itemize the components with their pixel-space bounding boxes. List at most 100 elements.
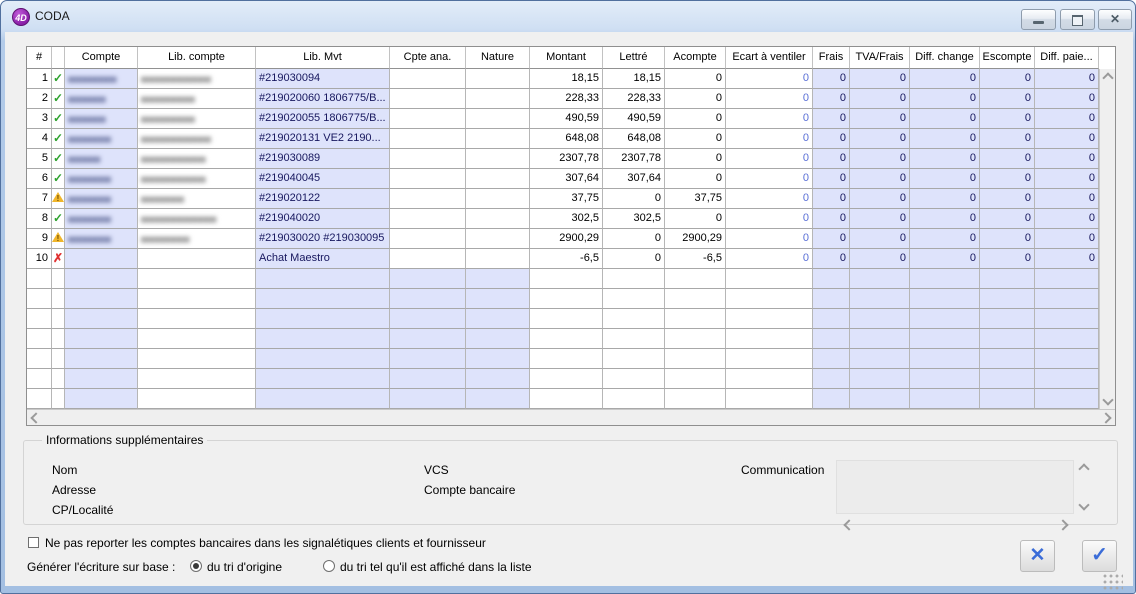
cell-empty[interactable] (910, 349, 980, 369)
cell-tva_frais[interactable]: 0 (850, 109, 910, 129)
cell-lib_compte[interactable]: ▆▆▆▆▆▆▆▆▆▆▆▆▆▆ (138, 209, 256, 229)
cell-empty[interactable] (27, 349, 52, 369)
cell-empty[interactable] (980, 329, 1035, 349)
cell-empty[interactable] (850, 289, 910, 309)
cell-empty[interactable] (27, 389, 52, 409)
cell-empty[interactable] (1035, 349, 1099, 369)
cell-tva_frais[interactable]: 0 (850, 189, 910, 209)
cell-empty[interactable] (665, 309, 726, 329)
cell-ecart[interactable]: 0 (726, 109, 813, 129)
cell-empty[interactable] (530, 309, 603, 329)
cell-empty[interactable] (530, 389, 603, 409)
cell-ecart[interactable]: 0 (726, 89, 813, 109)
cell-cpte_ana[interactable] (390, 249, 466, 269)
cell-empty[interactable] (1035, 269, 1099, 289)
cell-empty[interactable] (65, 389, 138, 409)
cell-status[interactable]: ✓ (52, 209, 65, 229)
cell-empty[interactable] (530, 369, 603, 389)
table-row[interactable]: 4 ✓ ▆▆▆▆▆▆▆▆ ▆▆▆▆▆▆▆▆▆▆▆▆▆ #219020131 VE2 21… (27, 129, 1115, 149)
cell-empty[interactable] (390, 389, 466, 409)
cell-compte[interactable]: ▆▆▆▆▆▆▆▆▆ (65, 69, 138, 89)
cell-empty[interactable] (466, 329, 530, 349)
cell-empty[interactable] (910, 289, 980, 309)
cell-empty[interactable] (27, 329, 52, 349)
column-header-ecart[interactable]: Ecart à ventiler (726, 47, 813, 69)
column-header-compte[interactable]: Compte (65, 47, 138, 69)
cell-empty[interactable] (390, 289, 466, 309)
cell-lib_compte[interactable]: ▆▆▆▆▆▆▆▆▆▆ (138, 109, 256, 129)
cell-empty[interactable] (138, 329, 256, 349)
cell-empty[interactable] (726, 309, 813, 329)
scroll-down-icon[interactable] (1102, 394, 1114, 406)
cell-lib_mvt[interactable]: #219020055 1806775/B... (256, 109, 390, 129)
table-horizontal-scrollbar[interactable] (27, 409, 1115, 425)
column-header-nature[interactable]: Nature (466, 47, 530, 69)
cell-diff_paie[interactable]: 0 (1035, 149, 1099, 169)
cell-empty[interactable] (256, 309, 390, 329)
communication-scroll-up[interactable] (1076, 461, 1090, 475)
close-button[interactable]: ✕ (1098, 9, 1132, 30)
cell-diff_change[interactable]: 0 (910, 169, 980, 189)
cell-acompte[interactable]: 0 (665, 69, 726, 89)
cell-num[interactable]: 7 (27, 189, 52, 209)
cell-lettre[interactable]: 307,64 (603, 169, 665, 189)
cell-lettre[interactable]: 18,15 (603, 69, 665, 89)
column-header-frais[interactable]: Frais (813, 47, 850, 69)
cell-cpte_ana[interactable] (390, 129, 466, 149)
cell-empty[interactable] (603, 369, 665, 389)
table-empty-row[interactable] (27, 329, 1115, 349)
cell-empty[interactable] (27, 369, 52, 389)
cell-empty[interactable] (980, 369, 1035, 389)
cell-diff_paie[interactable]: 0 (1035, 129, 1099, 149)
cell-empty[interactable] (466, 389, 530, 409)
cell-escompte[interactable]: 0 (980, 149, 1035, 169)
cell-montant[interactable]: 307,64 (530, 169, 603, 189)
cell-empty[interactable] (980, 289, 1035, 309)
cell-tva_frais[interactable]: 0 (850, 229, 910, 249)
cell-nature[interactable] (466, 249, 530, 269)
cell-num[interactable]: 10 (27, 249, 52, 269)
cell-empty[interactable] (530, 349, 603, 369)
cell-ecart[interactable]: 0 (726, 209, 813, 229)
cell-empty[interactable] (390, 369, 466, 389)
cell-empty[interactable] (850, 369, 910, 389)
cell-empty[interactable] (726, 349, 813, 369)
cell-empty[interactable] (65, 309, 138, 329)
cell-lettre[interactable]: 490,59 (603, 109, 665, 129)
cell-empty[interactable] (466, 349, 530, 369)
table-empty-row[interactable] (27, 369, 1115, 389)
cell-empty[interactable] (603, 309, 665, 329)
cell-empty[interactable] (138, 289, 256, 309)
cell-empty[interactable] (138, 349, 256, 369)
column-header-lettre[interactable]: Lettré (603, 47, 665, 69)
table-row[interactable]: 6 ✓ ▆▆▆▆▆▆▆▆ ▆▆▆▆▆▆▆▆▆▆▆▆ #219040045 307,64 30… (27, 169, 1115, 189)
cell-nature[interactable] (466, 189, 530, 209)
cancel-button[interactable]: ✕ (1020, 540, 1055, 572)
cell-empty[interactable] (665, 289, 726, 309)
cell-empty[interactable] (813, 269, 850, 289)
cell-empty[interactable] (1035, 289, 1099, 309)
cell-diff_paie[interactable]: 0 (1035, 109, 1099, 129)
radio-tri-origine[interactable] (190, 560, 202, 572)
cell-num[interactable]: 8 (27, 209, 52, 229)
cell-diff_change[interactable]: 0 (910, 209, 980, 229)
cell-frais[interactable]: 0 (813, 189, 850, 209)
column-header-montant[interactable]: Montant (530, 47, 603, 69)
cell-lettre[interactable]: 0 (603, 249, 665, 269)
cell-status[interactable]: ✓ (52, 109, 65, 129)
communication-textarea[interactable] (836, 460, 1074, 514)
communication-scroll-down[interactable] (1076, 499, 1090, 513)
cell-empty[interactable] (138, 389, 256, 409)
cell-status[interactable]: ✓ (52, 89, 65, 109)
table-row[interactable]: 5 ✓ ▆▆▆▆▆▆ ▆▆▆▆▆▆▆▆▆▆▆▆ #219030089 2307,78 230… (27, 149, 1115, 169)
cell-cpte_ana[interactable] (390, 149, 466, 169)
cell-cpte_ana[interactable] (390, 209, 466, 229)
cell-empty[interactable] (603, 349, 665, 369)
cell-diff_paie[interactable]: 0 (1035, 89, 1099, 109)
cell-status[interactable]: ✗ (52, 249, 65, 269)
cell-empty[interactable] (390, 329, 466, 349)
cell-compte[interactable] (65, 249, 138, 269)
cell-empty[interactable] (910, 309, 980, 329)
cell-escompte[interactable]: 0 (980, 169, 1035, 189)
column-header-status[interactable] (52, 47, 65, 69)
